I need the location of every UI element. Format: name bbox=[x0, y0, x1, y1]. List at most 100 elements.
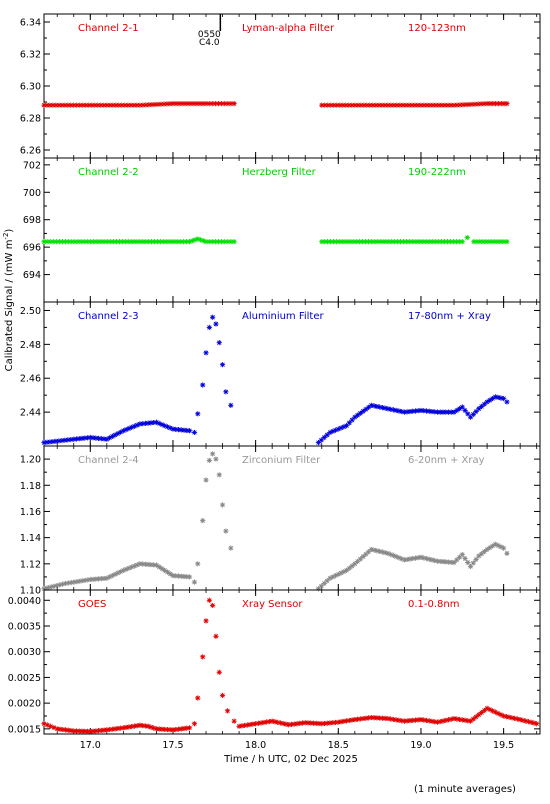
data-point bbox=[242, 722, 248, 729]
data-point bbox=[142, 420, 149, 427]
data-point bbox=[185, 101, 191, 107]
data-point bbox=[126, 425, 132, 432]
data-point bbox=[456, 406, 463, 412]
data-point bbox=[385, 550, 391, 556]
data-point bbox=[78, 239, 84, 245]
data-point bbox=[454, 102, 460, 108]
data-point bbox=[206, 457, 212, 463]
data-point bbox=[457, 102, 463, 108]
data-point bbox=[331, 102, 337, 108]
data-point bbox=[477, 239, 483, 245]
data-point bbox=[445, 559, 452, 565]
data-point bbox=[172, 239, 178, 245]
data-point bbox=[415, 555, 421, 561]
data-point bbox=[203, 618, 209, 624]
data-point bbox=[151, 419, 157, 426]
data-point bbox=[50, 438, 56, 445]
data-point bbox=[424, 239, 430, 245]
data-point bbox=[426, 718, 432, 724]
data-point bbox=[126, 724, 132, 730]
data-point bbox=[123, 566, 129, 572]
data-point bbox=[77, 102, 83, 108]
data-point bbox=[357, 239, 363, 245]
data-point bbox=[87, 239, 93, 245]
data-point bbox=[401, 409, 408, 415]
data-point bbox=[514, 716, 521, 722]
data-point bbox=[81, 239, 87, 245]
data-point bbox=[228, 402, 234, 408]
y-tick-label: 2.50 bbox=[20, 306, 41, 317]
data-point bbox=[327, 429, 333, 436]
data-point bbox=[341, 424, 347, 430]
y-tick-label: 2.48 bbox=[20, 340, 41, 351]
data-point bbox=[338, 719, 344, 725]
data-point bbox=[462, 407, 468, 414]
data-point bbox=[470, 411, 476, 417]
data-point bbox=[44, 239, 50, 245]
data-point bbox=[445, 717, 452, 723]
y-tick-label: 2.46 bbox=[20, 374, 41, 385]
data-point bbox=[305, 720, 311, 726]
data-point bbox=[145, 420, 151, 426]
data-point bbox=[351, 239, 357, 245]
data-point bbox=[433, 102, 439, 108]
data-point bbox=[56, 102, 62, 108]
data-point bbox=[421, 555, 427, 561]
data-point bbox=[382, 550, 388, 556]
data-point bbox=[390, 407, 397, 413]
data-point bbox=[324, 578, 330, 584]
data-point bbox=[327, 575, 333, 581]
data-point bbox=[363, 551, 369, 557]
data-point bbox=[87, 434, 93, 441]
data-point bbox=[501, 101, 507, 107]
data-point bbox=[436, 239, 442, 245]
data-point bbox=[92, 102, 98, 108]
data-point bbox=[212, 101, 218, 107]
data-point bbox=[93, 728, 99, 734]
data-point bbox=[483, 239, 489, 245]
data-point bbox=[319, 102, 325, 108]
data-point bbox=[65, 102, 71, 108]
panel-band-label: 17-80nm + Xray bbox=[408, 311, 491, 322]
data-point bbox=[72, 579, 78, 585]
data-point bbox=[319, 239, 325, 245]
data-point bbox=[473, 408, 479, 415]
data-point bbox=[140, 723, 146, 729]
data-point bbox=[335, 719, 341, 725]
data-point bbox=[195, 411, 201, 417]
data-point bbox=[492, 394, 498, 400]
data-point bbox=[203, 350, 209, 356]
data-point bbox=[368, 714, 374, 721]
data-point bbox=[434, 409, 441, 415]
data-point bbox=[504, 399, 510, 405]
data-point bbox=[166, 239, 172, 245]
data-point bbox=[137, 421, 143, 427]
data-point bbox=[87, 728, 93, 735]
data-point bbox=[354, 558, 361, 565]
data-point bbox=[385, 715, 391, 722]
data-point bbox=[99, 239, 105, 245]
flare-marker-class: C4.0 bbox=[199, 38, 220, 48]
data-point bbox=[63, 239, 69, 245]
data-point bbox=[294, 721, 300, 727]
data-point bbox=[489, 239, 495, 245]
data-point bbox=[330, 239, 337, 245]
data-point bbox=[297, 720, 303, 726]
data-point bbox=[50, 239, 56, 245]
x-tick-label: 17.0 bbox=[80, 740, 101, 751]
data-point bbox=[280, 720, 286, 727]
data-point bbox=[506, 714, 512, 720]
data-point bbox=[377, 548, 383, 554]
data-point bbox=[129, 424, 135, 430]
data-point bbox=[216, 472, 222, 478]
data-point bbox=[367, 102, 373, 108]
data-point bbox=[197, 237, 204, 243]
data-point bbox=[122, 239, 128, 245]
data-point bbox=[219, 239, 225, 245]
data-point bbox=[321, 434, 327, 441]
data-point bbox=[80, 102, 86, 108]
data-point bbox=[184, 427, 190, 434]
data-point bbox=[396, 717, 402, 723]
data-point bbox=[475, 101, 481, 107]
data-point bbox=[258, 720, 264, 726]
